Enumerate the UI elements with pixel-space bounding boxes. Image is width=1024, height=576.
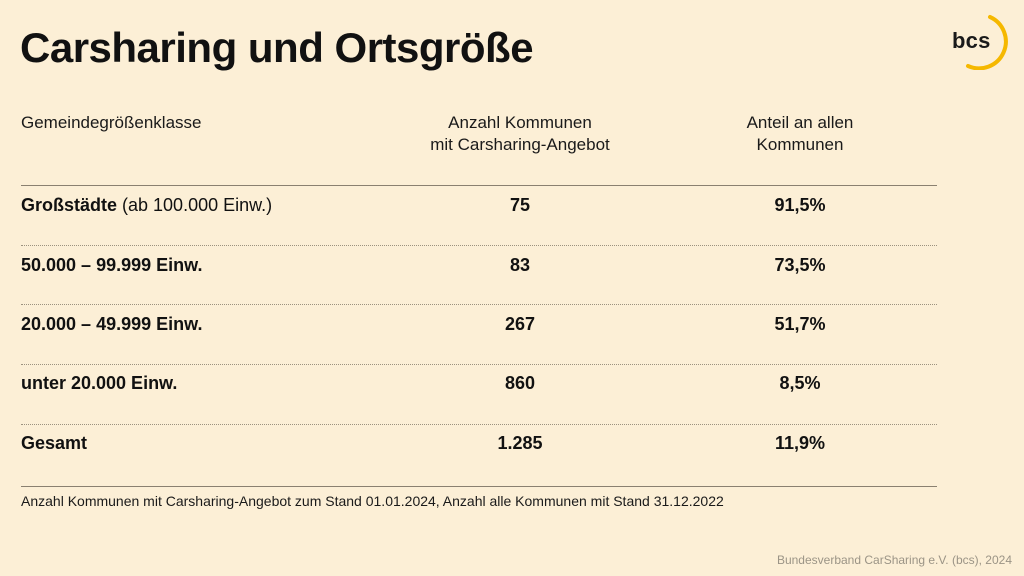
table-row: unter 20.000 Einw. 860 8,5% xyxy=(0,372,1024,394)
row-count: 1.285 xyxy=(497,433,543,453)
header-share: Anteil an allen Kommunen xyxy=(746,113,854,154)
logo-arc-icon xyxy=(966,15,1008,70)
row-divider xyxy=(21,364,937,365)
row-label: 50.000 – 99.999 Einw. xyxy=(21,255,203,275)
row-count: 83 xyxy=(509,255,531,275)
table-row: Gesamt 1.285 11,9% xyxy=(0,432,1024,454)
row-label: 20.000 – 49.999 Einw. xyxy=(21,314,203,334)
source-credit: Bundesverband CarSharing e.V. (bcs), 202… xyxy=(776,553,1012,567)
table-row: 50.000 – 99.999 Einw. 83 73,5% xyxy=(0,254,1024,276)
row-label: Gesamt xyxy=(21,433,88,453)
footnote: Anzahl Kommunen mit Carsharing-Angebot z… xyxy=(21,493,724,509)
row-share: 91,5% xyxy=(774,195,826,215)
page-title: Carsharing und Ortsgröße xyxy=(20,24,534,71)
row-label: unter 20.000 Einw. xyxy=(21,373,178,393)
row-divider xyxy=(21,304,937,305)
row-label: Großstädte (ab 100.000 Einw.) xyxy=(21,195,273,215)
header-divider xyxy=(21,185,937,186)
row-share: 11,9% xyxy=(774,433,826,453)
table-row: 20.000 – 49.999 Einw. 267 51,7% xyxy=(0,313,1024,335)
row-divider xyxy=(21,245,937,246)
row-divider xyxy=(21,424,937,425)
bcs-logo: bcs xyxy=(946,14,1010,70)
row-count: 860 xyxy=(504,373,536,393)
row-count: 75 xyxy=(509,195,531,215)
row-share: 51,7% xyxy=(774,314,826,334)
row-count: 267 xyxy=(504,314,536,334)
header-size-class: Gemeindegrößenklasse xyxy=(21,113,202,132)
logo-text: bcs xyxy=(952,28,991,53)
row-share: 73,5% xyxy=(774,255,826,275)
footer-divider xyxy=(21,486,937,487)
table-row: Großstädte (ab 100.000 Einw.) 75 91,5% xyxy=(0,194,1024,216)
header-count: Anzahl Kommunen mit Carsharing-Angebot xyxy=(430,113,610,154)
row-share: 8,5% xyxy=(779,373,821,393)
